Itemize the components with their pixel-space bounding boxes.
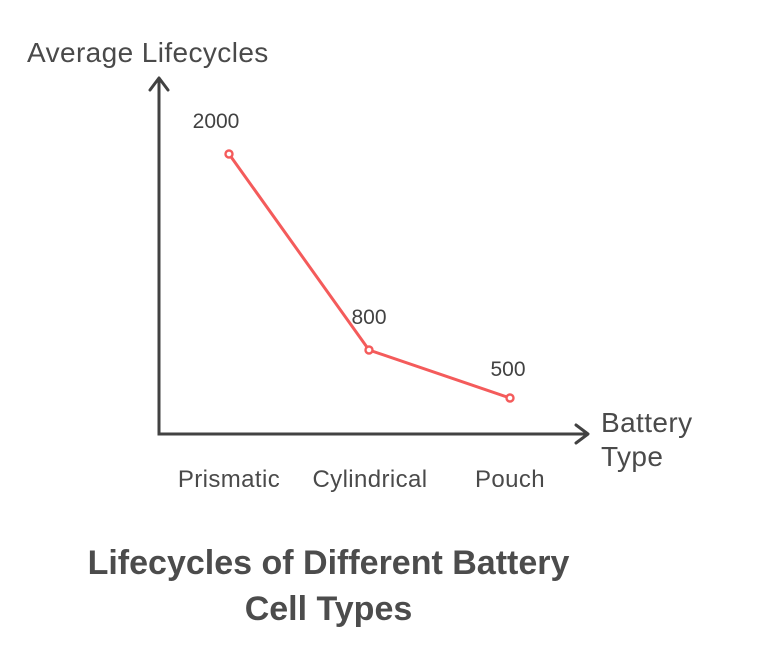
chart-title-line-2: Cell Types [244, 590, 413, 628]
chart-title-line-1: Lifecycles of Different Battery [87, 544, 570, 582]
x-axis-label: Battery Type [601, 406, 693, 474]
y-axis-label: Average Lifecycles [27, 37, 269, 68]
chart-title: Lifecycles of Different Battery Cell Typ… [0, 540, 657, 632]
data-point-value-label: 800 [351, 306, 386, 329]
x-category-label: Prismatic [178, 466, 280, 493]
x-category-label: Cylindrical [312, 466, 427, 493]
x-category-label: Pouch [475, 466, 545, 493]
data-point-marker-cylindrical [364, 345, 374, 355]
data-point-value-label: 2000 [193, 110, 240, 133]
x-axis-arrow-icon [574, 423, 590, 445]
data-point-marker-prismatic [224, 149, 234, 159]
data-point-value-label: 500 [490, 358, 525, 381]
data-point-marker-pouch [505, 393, 515, 403]
x-axis-label-line-2: Type [601, 441, 664, 472]
x-axis-label-line-1: Battery [601, 407, 693, 438]
data-line [227, 152, 512, 400]
y-axis-arrow-icon [148, 76, 170, 92]
